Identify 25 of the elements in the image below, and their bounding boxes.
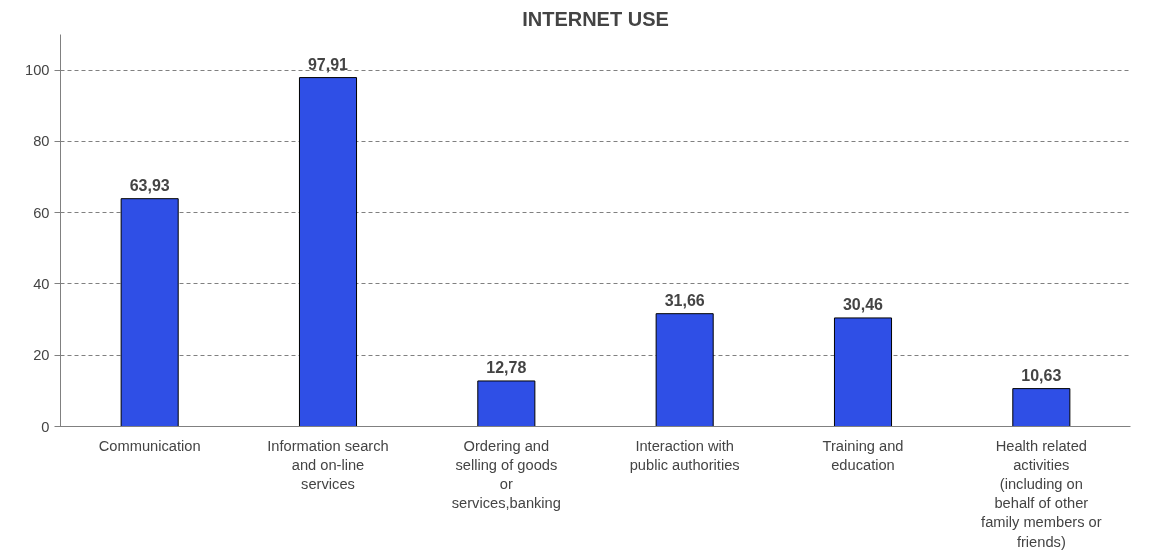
x-tick-label: Health related activities (including on behalf of other family members or friends) (981, 437, 1102, 550)
bar (477, 380, 536, 427)
bar (655, 313, 714, 427)
bar (1012, 388, 1071, 427)
y-tick-label: 40 (33, 275, 50, 292)
x-tick-label: Interaction with public authorities (629, 437, 740, 473)
y-tick-label: 0 (41, 418, 50, 435)
data-label: 10,63 (1021, 366, 1062, 384)
x-tick-label: Information search and on-line services (267, 437, 389, 492)
x-tick-label: Training and education (822, 437, 904, 473)
y-tick-label: 20 (33, 347, 50, 364)
data-label: 12,78 (486, 358, 527, 376)
bar (833, 317, 893, 427)
data-label: 30,46 (842, 295, 884, 313)
bar (120, 198, 179, 427)
data-label: 97,91 (307, 55, 349, 73)
data-label: 63,93 (129, 176, 170, 194)
data-label: 31,66 (664, 291, 705, 309)
x-tick-label: Ordering and selling of goods or services,banking (451, 437, 561, 512)
x-tick-label: Communication (98, 437, 201, 454)
y-tick-label: 100 (25, 62, 50, 79)
chart-title: INTERNET USE (522, 7, 669, 30)
y-tick-label: 60 (33, 204, 50, 221)
bar (298, 77, 358, 427)
y-tick-label: 80 (33, 133, 50, 150)
